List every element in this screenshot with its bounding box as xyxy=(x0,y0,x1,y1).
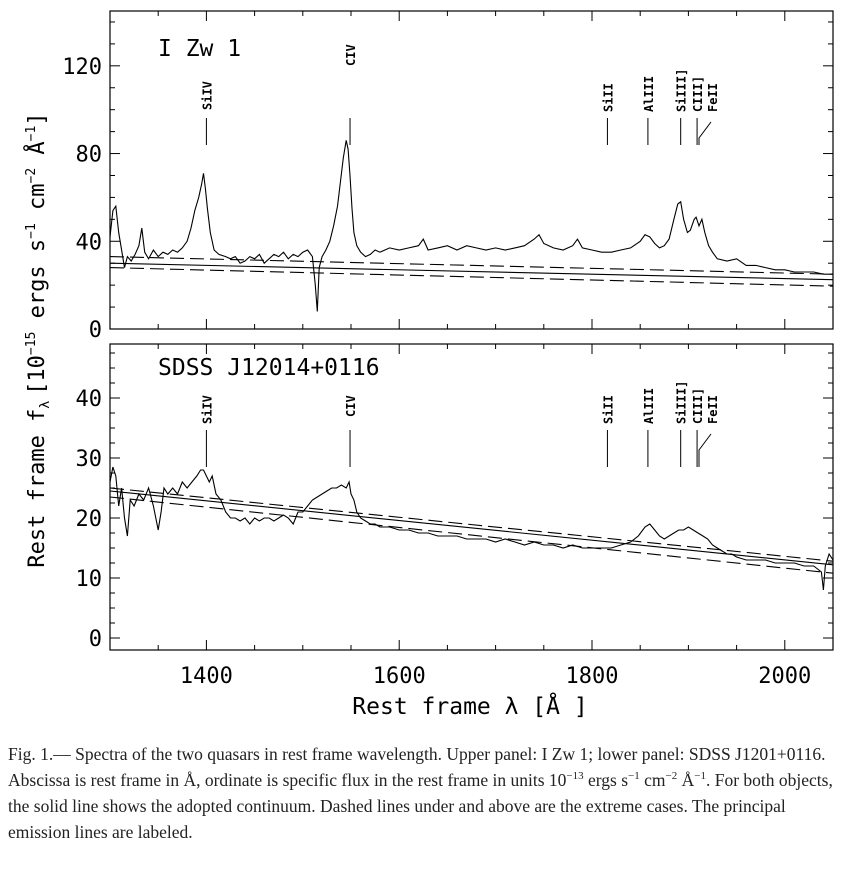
caption-exp-4: −1 xyxy=(694,770,706,783)
y-tick-label: 0 xyxy=(89,627,102,652)
emission-line-label: FeII xyxy=(706,83,720,112)
y-axis-label-main: Rest frame f xyxy=(25,409,50,568)
series-solid-continuum xyxy=(110,490,833,566)
series-dashed-upper xyxy=(110,256,833,275)
y-axis-exp-4: −1 xyxy=(24,126,39,142)
upper-panel: 0 40 80 120 I Zw 1 SiIV CIV SiII AlIII SiIII] CIII… xyxy=(62,10,834,343)
emission-line-label: SiIII] xyxy=(675,381,689,424)
lower-panel: 1400 1600 1800 2000 0 10 20 30 40 SDSS J12014+011… xyxy=(76,343,834,689)
y-axis-exp-1: −15 xyxy=(24,332,39,355)
figure-caption: Fig. 1.— Spectra of the two quasars in r… xyxy=(8,741,840,845)
y-tick-label: 40 xyxy=(76,230,103,255)
emission-line-label: CIV xyxy=(344,44,358,66)
line-marker xyxy=(698,433,712,467)
plot-frame xyxy=(109,10,834,330)
y-tick-label: 10 xyxy=(76,567,103,592)
series-dashed-lower xyxy=(110,496,833,574)
series-solid-continuum xyxy=(110,262,833,281)
y-axis-exp-2: −1 xyxy=(24,223,39,239)
y-axis-label-sub: λ xyxy=(38,401,53,409)
caption-tail: . For both objects, the solid line shows… xyxy=(8,770,833,842)
emission-line-label: SiIII] xyxy=(675,69,689,112)
y-tick-label: 20 xyxy=(76,507,103,532)
y-axis-unit-1: ergs s xyxy=(25,239,50,332)
emission-line-label: AlIII xyxy=(642,388,656,424)
series-dashed-upper xyxy=(110,487,833,562)
y-tick-label: 80 xyxy=(76,143,103,168)
caption-lead: Fig. 1.— Spectra of the two quasars in r… xyxy=(8,744,826,790)
emission-line-label: CIV xyxy=(344,395,358,417)
y-tick-label: 0 xyxy=(89,318,102,343)
panel-title: SDSS J12014+0116 xyxy=(158,355,380,381)
y-axis-label-close: ] xyxy=(25,112,50,125)
y-axis-label: Rest frame fλ[10−15 ergs s−1 cm−2 Å−1] xyxy=(23,112,53,567)
y-tick-label: 120 xyxy=(62,55,102,80)
x-tick-label: 1800 xyxy=(566,664,619,689)
caption-exp-2: −1 xyxy=(628,770,640,783)
x-tick-label: 1600 xyxy=(373,664,426,689)
emission-line-label: SiIV xyxy=(200,395,214,424)
emission-line-label: FeII xyxy=(706,395,720,424)
y-axis-exp-3: −2 xyxy=(24,168,39,184)
series-solid-spectrum xyxy=(110,140,833,312)
caption-exp-3: −2 xyxy=(665,770,678,783)
y-tick-label: 40 xyxy=(76,387,103,412)
panel-title: I Zw 1 xyxy=(158,36,241,62)
y-axis-unit-3: Å xyxy=(23,141,50,168)
line-marker xyxy=(698,121,712,145)
x-axis-label: Rest frame λ [Å ] xyxy=(352,692,587,720)
emission-line-label: SiII xyxy=(601,395,615,424)
y-tick-label: 30 xyxy=(76,447,103,472)
series-dashed-lower xyxy=(110,267,833,287)
caption-unit-3: Å xyxy=(677,770,695,790)
caption-exp-1: −13 xyxy=(566,770,584,783)
y-axis-label-open: [10 xyxy=(25,355,50,395)
series-solid-spectrum xyxy=(110,466,833,591)
emission-line-label: SiIV xyxy=(200,81,214,110)
emission-line-label: SiII xyxy=(601,83,615,112)
x-tick-label: 2000 xyxy=(758,664,811,689)
emission-line-label: AlIII xyxy=(642,76,656,112)
caption-unit-1: ergs s xyxy=(583,770,629,790)
emission-line-label: CIII] xyxy=(691,76,705,112)
caption-unit-2: cm xyxy=(639,770,666,790)
x-tick-label: 1400 xyxy=(180,664,233,689)
y-axis-unit-2: cm xyxy=(25,183,50,223)
emission-line-label: CIII] xyxy=(691,388,705,424)
